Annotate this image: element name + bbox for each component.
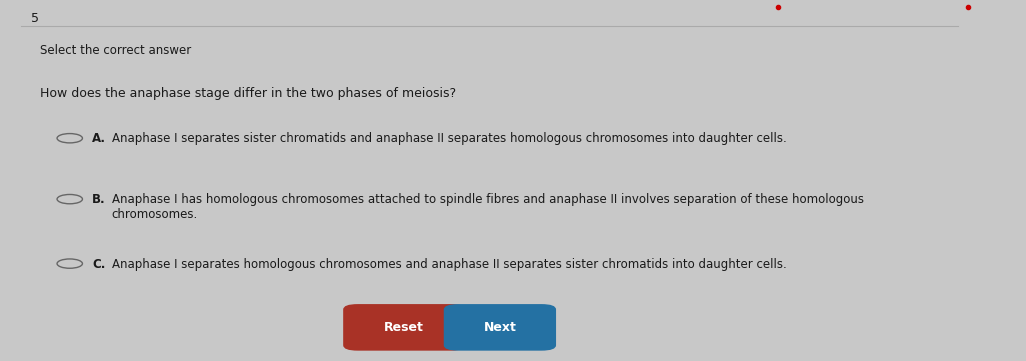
Text: Reset: Reset (385, 321, 424, 334)
FancyBboxPatch shape (343, 304, 465, 351)
Text: Anaphase I separates sister chromatids and anaphase II separates homologous chro: Anaphase I separates sister chromatids a… (112, 132, 787, 145)
Text: B.: B. (92, 193, 106, 206)
Text: A.: A. (92, 132, 107, 145)
Text: Select the correct answer: Select the correct answer (40, 44, 192, 57)
Text: Anaphase I separates homologous chromosomes and anaphase II separates sister chr: Anaphase I separates homologous chromoso… (112, 257, 787, 270)
Text: 5: 5 (31, 12, 39, 25)
FancyBboxPatch shape (444, 304, 556, 351)
Text: How does the anaphase stage differ in the two phases of meiosis?: How does the anaphase stage differ in th… (40, 87, 457, 100)
Text: C.: C. (92, 257, 106, 270)
Text: Next: Next (483, 321, 516, 334)
Text: Anaphase I has homologous chromosomes attached to spindle fibres and anaphase II: Anaphase I has homologous chromosomes at… (112, 193, 864, 221)
